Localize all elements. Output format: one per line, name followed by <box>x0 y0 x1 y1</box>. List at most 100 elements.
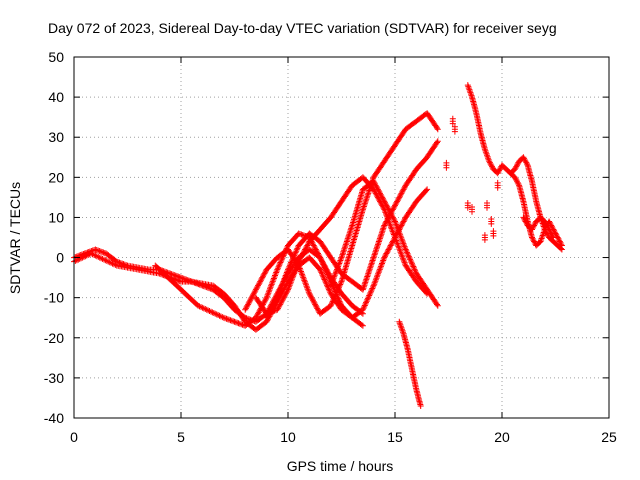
data-point-track-c <box>312 246 319 253</box>
data-point-track-g <box>407 257 414 264</box>
data-point-track-c <box>315 250 321 257</box>
data-point-track-j <box>515 181 522 187</box>
data-point-track-d <box>329 298 336 305</box>
data-point-track-c <box>255 309 262 316</box>
data-point-track-f <box>401 185 408 191</box>
data-point-track-c <box>385 246 392 253</box>
data-point-track-b <box>319 272 326 279</box>
data-point-track-e <box>280 294 287 301</box>
data-point-track-c <box>268 282 275 289</box>
data-point-track-i <box>486 158 493 165</box>
data-point-track-d <box>252 288 259 294</box>
grid-lines <box>74 57 609 418</box>
data-point-track-c <box>278 258 285 265</box>
x-tick-label: 0 <box>70 429 78 445</box>
data-point-track-d <box>252 286 259 293</box>
data-point-track-e <box>299 251 306 258</box>
data-point-track-c <box>382 253 388 260</box>
data-point-track-b <box>321 276 328 283</box>
data-point-track-f <box>285 265 292 272</box>
data-point-track-e <box>274 306 281 313</box>
data-point-track-d <box>312 302 319 309</box>
data-point-track-j <box>513 177 520 183</box>
data-point-track-g <box>371 179 378 186</box>
data-point-track-c <box>322 265 329 272</box>
data-point-track-f <box>276 290 282 297</box>
data-point-track-j <box>556 237 563 244</box>
y-tick-label: 50 <box>48 49 64 65</box>
data-point-track-i <box>494 170 501 177</box>
data-point-track-c <box>319 258 325 265</box>
data-point-track-a <box>108 259 115 266</box>
data-point-track-i <box>487 161 494 167</box>
data-point-track-c <box>208 308 214 315</box>
data-point-track-f <box>384 215 391 222</box>
data-point-track-d <box>242 305 249 312</box>
data-point-track-c <box>213 311 220 318</box>
data-point-track-a <box>103 257 110 264</box>
data-point-track-d <box>331 294 338 301</box>
data-point-track-f <box>267 306 274 313</box>
data-point-track-i <box>513 163 520 170</box>
data-point-track-e <box>400 256 407 263</box>
y-axis-label: SDTVAR / TECUs <box>7 182 23 294</box>
data-point-track-f <box>273 296 280 302</box>
data-point-track-c <box>274 266 281 273</box>
data-point-track-i <box>520 154 527 161</box>
data-point-track-g <box>434 301 440 308</box>
data-point-track-i <box>489 163 495 170</box>
data-point-track-b <box>358 321 365 328</box>
data-point-track-c <box>277 259 284 266</box>
data-point-track-d <box>334 288 341 295</box>
data-point-track-c <box>210 310 217 316</box>
data-point-track-k <box>544 223 551 230</box>
y-tick-label: 30 <box>48 129 64 145</box>
data-point-track-b <box>322 279 329 286</box>
data-point-track-d <box>336 282 343 289</box>
data-point-track-g <box>385 206 392 213</box>
data-point-track-e <box>292 267 299 274</box>
data-point-track-d <box>250 290 257 297</box>
data-point-track-f <box>285 266 291 273</box>
data-point-track-f <box>288 258 295 265</box>
data-point-track-j <box>558 242 565 249</box>
data-point-track-c <box>276 260 283 267</box>
data-point-track-f <box>291 252 298 259</box>
data-point-track-e <box>285 286 291 293</box>
data-point-track-c <box>387 242 394 249</box>
data-point-track-i <box>496 166 503 173</box>
data-point-track-c <box>337 299 344 306</box>
data-point-track-i <box>486 159 493 166</box>
data-point-track-c <box>216 312 223 319</box>
data-point-track-c <box>324 270 330 277</box>
data-point-track-a <box>95 253 102 260</box>
data-point-track-e <box>295 260 302 266</box>
data-point-track-c <box>276 262 283 269</box>
data-point-track-b <box>317 268 324 274</box>
data-point-track-c <box>319 260 326 267</box>
data-point-track-c <box>400 218 407 225</box>
data-point-track-k <box>550 234 557 241</box>
data-point-track-g <box>402 245 409 252</box>
data-point-track-c <box>322 267 329 274</box>
data-point-track-d <box>336 284 342 291</box>
data-point-track-e <box>279 297 286 304</box>
data-point-track-g <box>330 275 337 282</box>
data-point-track-k <box>531 221 538 228</box>
data-point-track-k <box>529 225 536 232</box>
data-point-track-e <box>302 246 309 253</box>
data-point-scattered <box>464 200 471 206</box>
data-point-track-k <box>546 226 553 233</box>
data-point-track-f <box>263 314 270 321</box>
data-point-track-d <box>245 300 252 306</box>
data-point-track-j <box>557 239 564 246</box>
data-point-track-d <box>334 287 341 294</box>
data-point-track-g <box>399 237 406 244</box>
data-point-track-a <box>101 256 107 263</box>
y-tick-label: 0 <box>56 250 64 266</box>
data-point-track-c <box>401 217 408 224</box>
data-point-track-c <box>364 296 371 303</box>
data-point-track-f <box>392 202 398 209</box>
data-point-track-d <box>261 270 268 277</box>
